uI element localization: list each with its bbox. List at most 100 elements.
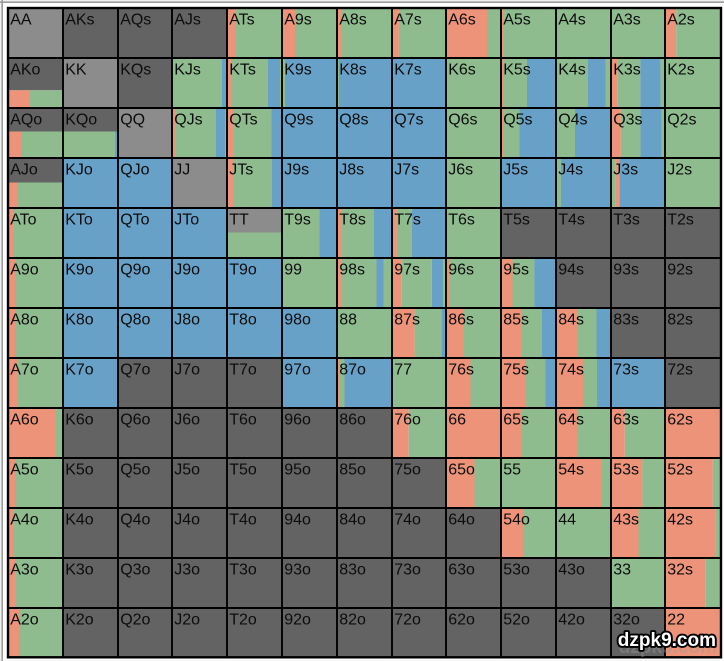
svg-text:Q9o: Q9o [120,262,150,279]
svg-text:K5s: K5s [503,62,531,79]
svg-text:T8s: T8s [339,212,366,229]
svg-text:A5s: A5s [503,12,531,29]
svg-text:K7o: K7o [65,362,94,379]
svg-text:J9o: J9o [174,262,200,279]
svg-text:K6s: K6s [448,62,476,79]
svg-text:82s: 82s [667,312,693,329]
svg-text:92s: 92s [667,262,693,279]
svg-text:88: 88 [339,312,357,329]
svg-text:J4o: J4o [174,512,200,529]
svg-text:T6s: T6s [448,212,475,229]
svg-text:A5o: A5o [10,462,39,479]
svg-text:92o: 92o [284,612,311,629]
svg-text:K7s: K7s [394,62,422,79]
svg-text:KTs: KTs [229,62,256,79]
svg-text:Q5s: Q5s [503,112,532,129]
svg-text:65s: 65s [503,412,529,429]
svg-text:KQs: KQs [120,62,151,79]
svg-text:KTo: KTo [65,212,93,229]
svg-text:93o: 93o [284,562,311,579]
svg-text:K8o: K8o [65,312,94,329]
svg-text:Q2o: Q2o [120,612,150,629]
svg-text:K9s: K9s [284,62,312,79]
svg-text:43o: 43o [558,562,585,579]
svg-text:97s: 97s [394,262,420,279]
svg-text:94s: 94s [558,262,584,279]
svg-text:A3s: A3s [613,12,641,29]
svg-text:86s: 86s [448,312,474,329]
svg-text:AQo: AQo [10,112,42,129]
svg-text:83s: 83s [613,312,639,329]
svg-text:T7s: T7s [394,212,421,229]
svg-text:K2s: K2s [667,62,695,79]
svg-text:96o: 96o [284,412,311,429]
svg-text:94o: 94o [284,512,311,529]
svg-text:T6o: T6o [229,412,257,429]
svg-text:A2o: A2o [10,612,39,629]
svg-text:K3o: K3o [65,562,94,579]
svg-text:95o: 95o [284,462,311,479]
svg-text:98s: 98s [339,262,365,279]
svg-text:99: 99 [284,262,302,279]
svg-text:AKo: AKo [10,62,40,79]
svg-text:85o: 85o [339,462,366,479]
svg-text:J2o: J2o [174,612,200,629]
svg-text:42o: 42o [558,612,585,629]
svg-text:J5o: J5o [174,462,200,479]
svg-text:KQo: KQo [65,112,97,129]
svg-text:Q6o: Q6o [120,412,150,429]
svg-text:K4s: K4s [558,62,586,79]
svg-text:J7o: J7o [174,362,200,379]
svg-text:87o: 87o [339,362,366,379]
svg-text:K4o: K4o [65,512,94,529]
svg-text:T3o: T3o [229,562,257,579]
svg-text:Q4s: Q4s [558,112,587,129]
svg-text:A9s: A9s [284,12,312,29]
svg-text:AKs: AKs [65,12,94,29]
svg-text:J6s: J6s [448,162,473,179]
svg-text:Q7s: Q7s [394,112,423,129]
svg-text:77: 77 [394,362,412,379]
svg-text:33: 33 [613,562,631,579]
svg-text:75s: 75s [503,362,529,379]
svg-text:74s: 74s [558,362,584,379]
svg-text:T2o: T2o [229,612,257,629]
svg-text:93s: 93s [613,262,639,279]
svg-text:AA: AA [10,12,32,29]
svg-text:T4o: T4o [229,512,257,529]
svg-text:54o: 54o [503,512,530,529]
svg-text:J8s: J8s [339,162,364,179]
svg-text:J3o: J3o [174,562,200,579]
svg-text:65o: 65o [448,462,475,479]
svg-text:64o: 64o [448,512,475,529]
svg-text:AJo: AJo [10,162,38,179]
svg-text:J2s: J2s [667,162,692,179]
svg-text:K3s: K3s [613,62,641,79]
svg-text:76s: 76s [448,362,474,379]
svg-text:73o: 73o [394,562,421,579]
svg-text:JTo: JTo [174,212,199,229]
svg-text:A8o: A8o [10,312,39,329]
svg-text:52s: 52s [667,462,693,479]
svg-text:98o: 98o [284,312,311,329]
svg-text:74o: 74o [394,512,421,529]
svg-text:T5s: T5s [503,212,530,229]
svg-text:QJs: QJs [174,112,202,129]
svg-text:84o: 84o [339,512,366,529]
svg-text:62s: 62s [667,412,693,429]
svg-text:32s: 32s [667,562,693,579]
svg-text:84s: 84s [558,312,584,329]
svg-text:ATs: ATs [229,12,254,29]
svg-text:J5s: J5s [503,162,528,179]
svg-text:KJs: KJs [174,62,201,79]
svg-text:A8s: A8s [339,12,367,29]
svg-text:A4s: A4s [558,12,586,29]
svg-text:J3s: J3s [613,162,638,179]
svg-text:A9o: A9o [10,262,39,279]
svg-text:82o: 82o [339,612,366,629]
svg-text:T4s: T4s [558,212,585,229]
svg-text:87s: 87s [394,312,420,329]
svg-text:JJ: JJ [174,162,190,179]
svg-text:95s: 95s [503,262,529,279]
svg-text:T9o: T9o [229,262,257,279]
